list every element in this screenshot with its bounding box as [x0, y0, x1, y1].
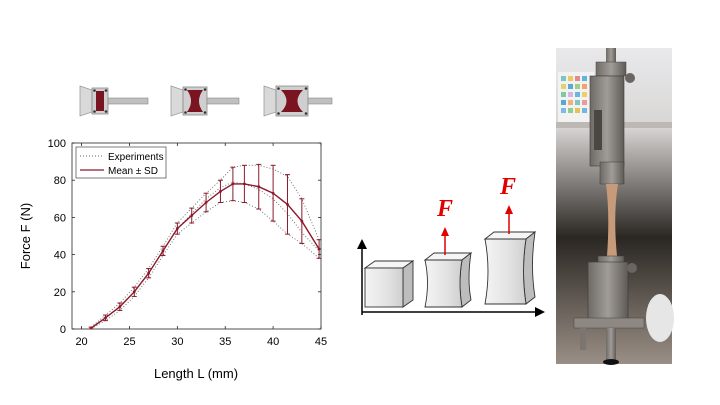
force-arrow-2: F — [499, 174, 516, 234]
y-tick-label: 20 — [54, 287, 66, 299]
x-tick-label: 30 — [171, 336, 183, 348]
x-tick-label: 20 — [75, 336, 87, 348]
mean-point — [317, 247, 321, 251]
mean-point — [161, 249, 165, 253]
mean-point — [300, 219, 304, 223]
mean-point — [190, 214, 194, 217]
grip-schematic-1 — [79, 85, 149, 117]
legend-label-experiments: Experiments — [108, 152, 164, 163]
mean-point — [147, 271, 151, 275]
grip-schematic-2 — [170, 85, 240, 117]
x-tick-label: 25 — [123, 336, 135, 348]
mean-point — [219, 189, 222, 193]
series-layer — [88, 163, 322, 330]
y-tick-label: 0 — [60, 324, 66, 336]
mean-point — [257, 185, 261, 189]
mean-point — [175, 227, 179, 230]
legend: Experiments Mean ± SD — [75, 146, 167, 179]
y-tick-label: 60 — [54, 212, 66, 224]
y-tick-label: 100 — [48, 138, 66, 150]
force-label-2: F — [499, 174, 516, 200]
mean-point — [132, 290, 136, 294]
y-axis-label: Force F (N) — [18, 203, 33, 269]
x-axis-label: Length L (mm) — [154, 366, 238, 381]
force-arrow-1: F — [436, 196, 453, 255]
mean-point — [231, 182, 235, 186]
color-calibration-chart — [558, 72, 594, 124]
tensile-tester-photo — [556, 48, 674, 365]
mean-point — [89, 326, 93, 330]
mean-point — [286, 202, 289, 206]
force-length-chart: 20 25 30 35 40 45 0 20 40 60 80 100 Experiments Mea… — [18, 138, 327, 381]
grip-schematic-3 — [263, 85, 333, 117]
y-tick-label: 80 — [54, 175, 66, 187]
specimen-cube-undeformed — [363, 260, 415, 308]
y-tick-label: 40 — [54, 250, 66, 262]
mean-point — [204, 201, 208, 204]
force-label-1: F — [436, 196, 453, 222]
x-tick-label: 45 — [315, 336, 327, 348]
mean-point — [271, 191, 275, 195]
specimen-stretched-2 — [483, 230, 537, 305]
stretch-schematic: F F — [357, 174, 545, 317]
mean-point — [104, 316, 107, 320]
axes-layer: 20 25 30 35 40 45 0 20 40 60 80 100 — [48, 138, 327, 348]
x-tick-label: 40 — [267, 336, 279, 348]
mean-point — [118, 305, 122, 309]
specimen-stretched-1 — [423, 251, 473, 308]
x-tick-label: 35 — [219, 336, 231, 348]
legend-label-mean: Mean ± SD — [108, 166, 158, 177]
mean-point — [242, 182, 246, 186]
